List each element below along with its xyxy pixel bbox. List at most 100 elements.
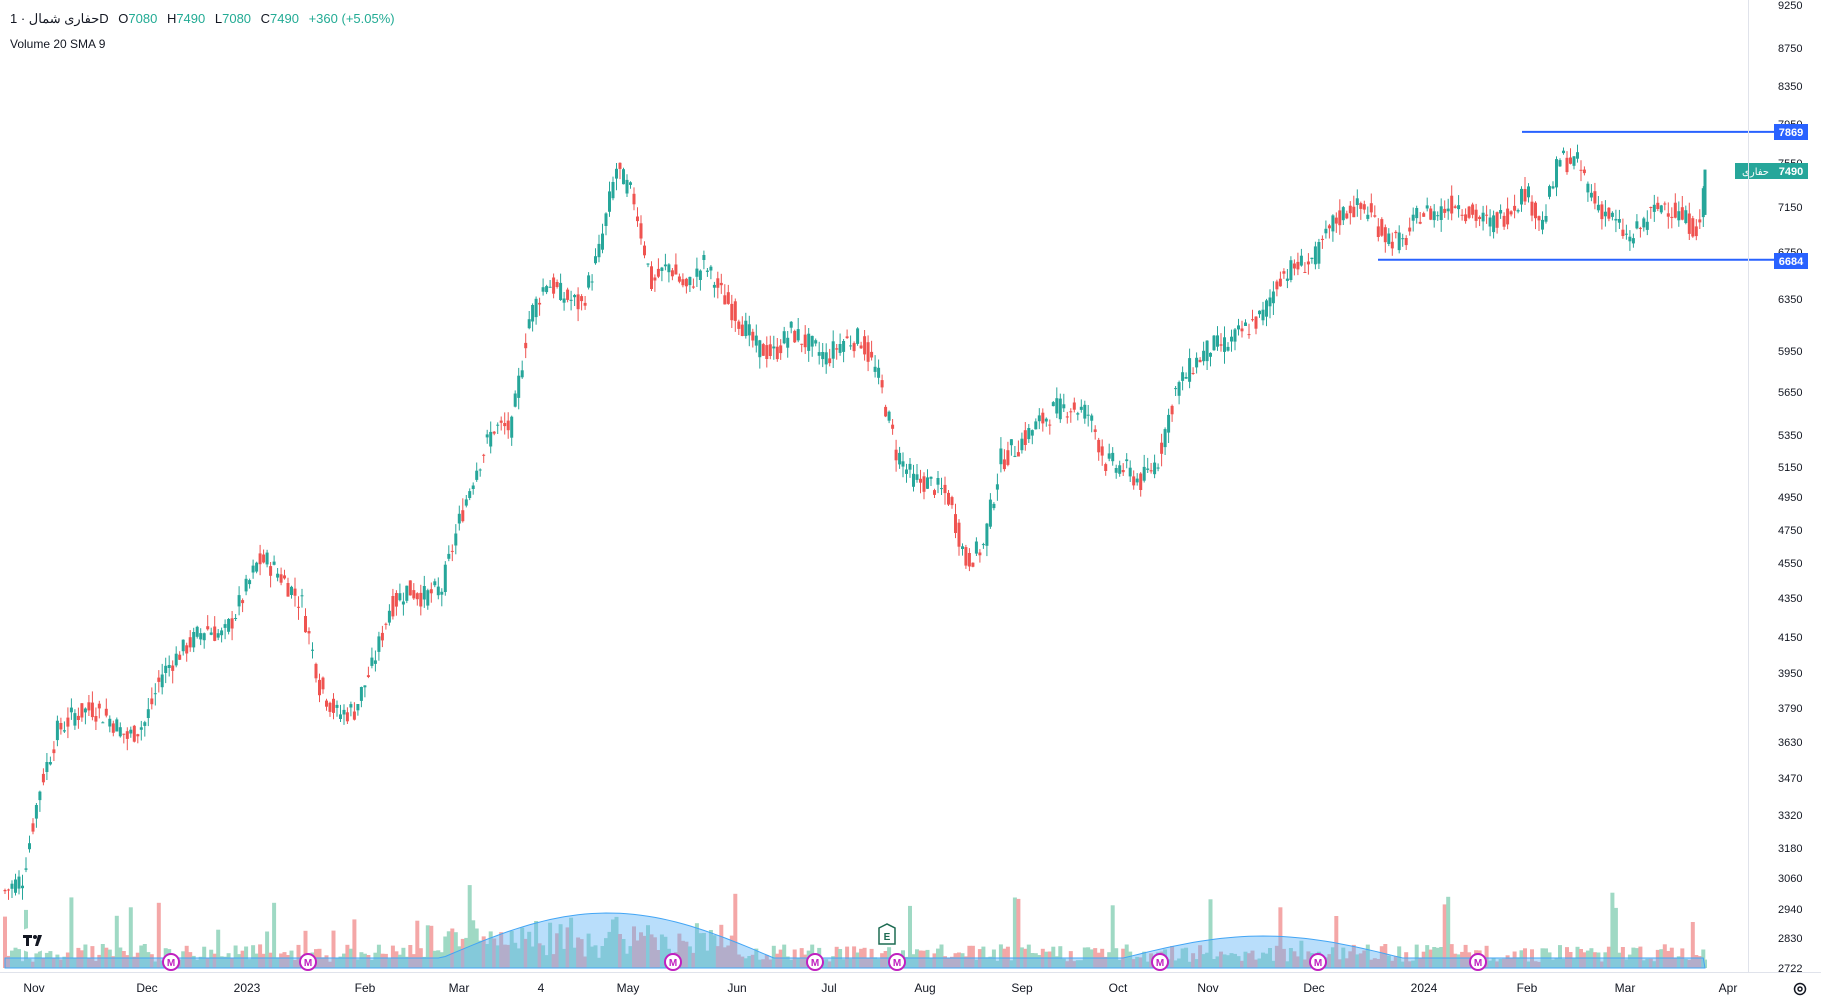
volume-bar (51, 958, 56, 968)
candle-body (611, 182, 615, 199)
volume-bar (1194, 959, 1199, 968)
dividend-marker-label: M (669, 958, 677, 969)
tradingview-logo-icon[interactable] (18, 928, 48, 952)
candle-body (1617, 219, 1621, 223)
volume-bar (583, 956, 588, 968)
candle-body (880, 380, 884, 388)
candle-body (87, 702, 91, 711)
volume-bar (698, 933, 703, 968)
volume-bar (614, 916, 619, 968)
volume-legend[interactable]: Volume 20 SMA 9 (10, 37, 106, 51)
gear-icon[interactable] (1792, 981, 1808, 997)
candle-body (1324, 228, 1328, 234)
candle-body (391, 596, 395, 617)
candle-body (394, 593, 398, 607)
dividend-marker[interactable]: M (1469, 953, 1487, 971)
volume-bar (111, 956, 116, 968)
volume-bar (303, 930, 308, 968)
candle-body (1114, 468, 1118, 473)
time-tick-label: Dec (136, 981, 157, 995)
candle-body (1366, 214, 1370, 219)
candle-body (1558, 160, 1562, 167)
volume-bar (740, 956, 745, 968)
candle-body (457, 513, 461, 524)
candle-body (566, 289, 570, 300)
candle-body (230, 618, 234, 629)
horizontal-levels[interactable] (1378, 130, 1808, 261)
volume-bar (1365, 944, 1370, 968)
volume-bar (216, 929, 221, 968)
candle-body (192, 632, 196, 648)
candle-body (1670, 216, 1674, 218)
dividend-marker[interactable]: M (664, 953, 682, 971)
dividend-marker[interactable]: M (299, 953, 317, 971)
candle-body (849, 345, 853, 347)
candle-body (863, 336, 867, 355)
volume-bar (1603, 952, 1608, 968)
dividend-marker[interactable]: M (888, 953, 906, 971)
candle-body (726, 292, 730, 304)
candle-body (926, 477, 929, 489)
candle-body (1265, 300, 1268, 317)
candle-body (209, 632, 213, 635)
candle-body (590, 281, 594, 283)
candle-body (174, 653, 178, 666)
earnings-marker[interactable]: E (878, 923, 896, 945)
candle-body (709, 266, 713, 271)
volume-bar (1516, 957, 1521, 968)
price-tick-label: 3630 (1778, 737, 1802, 749)
candle-body (1603, 211, 1607, 217)
candle-body (482, 454, 486, 456)
volume-bar (275, 957, 280, 968)
candle-body (1282, 271, 1286, 274)
volume-bar (1009, 960, 1014, 968)
level-low-text: 6684 (1779, 256, 1804, 268)
volume-bar (397, 954, 402, 968)
candle-body (1051, 402, 1055, 407)
candle-body (1299, 255, 1303, 266)
candle-body (1041, 412, 1045, 424)
symbol-title[interactable]: حفاری شمال · 1D (10, 11, 109, 26)
candle-body (1209, 352, 1212, 357)
candle-body (1439, 206, 1443, 220)
volume-bar (1703, 959, 1707, 968)
dividend-marker[interactable]: M (806, 953, 824, 971)
dividend-marker[interactable]: M (1309, 953, 1327, 971)
candle-body (964, 547, 968, 566)
candle-body (108, 718, 112, 727)
price-tick-label: 3060 (1778, 873, 1802, 885)
dividend-marker[interactable]: M (1151, 953, 1169, 971)
candle-body (894, 449, 898, 461)
symbol-legend[interactable]: حفاری شمال · 1D O7080 H7490 L7080 C7490 … (10, 11, 401, 27)
candle-body (279, 574, 283, 583)
price-axis[interactable]: 9250875083507950755071506750635059505650… (1778, 0, 1802, 975)
volume-bar (880, 953, 885, 968)
candle-body (985, 523, 989, 546)
price-tick-label: 3950 (1778, 668, 1802, 680)
candle-body (765, 345, 769, 359)
volume-bar (632, 926, 636, 968)
time-axis[interactable]: Nov Dec 2023 Feb Mar 4 May Jun Jul Aug Sep Oct Nov De… (23, 981, 1737, 995)
candle-body (237, 595, 241, 607)
volume-bar (1355, 954, 1360, 968)
candle-body (677, 276, 681, 282)
candle-body (786, 337, 790, 348)
volume-bar (1456, 954, 1461, 968)
candle-body (632, 193, 636, 205)
volume-bar (373, 952, 378, 968)
volume-bar (247, 959, 252, 968)
candle-body (545, 286, 549, 293)
volume-bar (1519, 950, 1524, 968)
dividend-marker[interactable]: M (162, 953, 180, 971)
volume-bar (471, 920, 476, 968)
volume-bar (1247, 953, 1251, 968)
volume-bar (523, 938, 528, 968)
candle-body (705, 270, 709, 272)
candle-body (248, 580, 252, 585)
volume-bar (852, 946, 857, 968)
candle-body (415, 593, 419, 600)
volume-bar (939, 944, 944, 968)
volume-bar (785, 956, 790, 968)
volume-bar (1201, 954, 1206, 968)
